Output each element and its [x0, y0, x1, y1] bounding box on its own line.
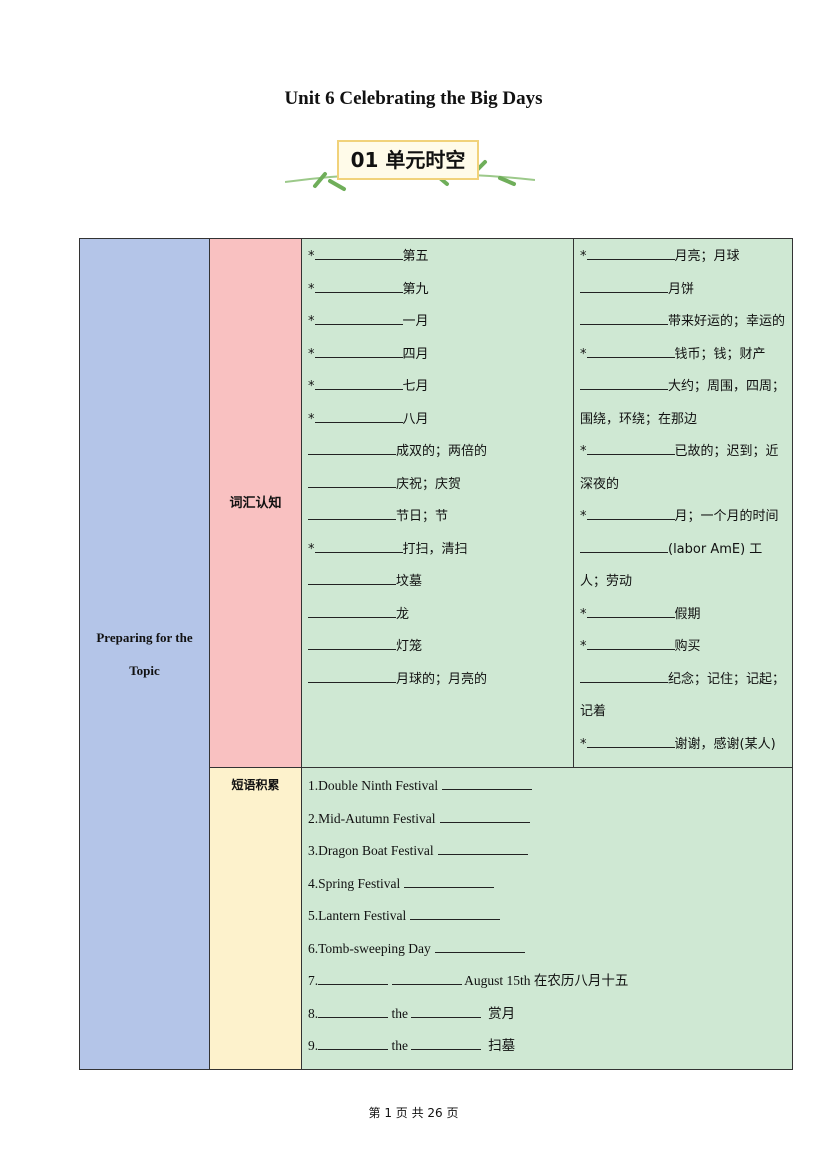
blank[interactable]	[411, 1003, 482, 1018]
vocab-item: 纪念；记住；记起；记着	[580, 664, 786, 729]
phrase-list: 1.Double Ninth Festival 2.Mid-Autumn Fest…	[301, 767, 793, 1070]
blank[interactable]	[580, 375, 668, 390]
phrase-item: 2.Mid-Autumn Festival	[308, 803, 786, 836]
blank[interactable]	[314, 310, 403, 325]
blank[interactable]	[314, 408, 403, 423]
vocab-item: 成双的；两倍的	[308, 436, 567, 469]
vocab-item: * 四月	[308, 339, 567, 372]
vocab-item: 大约；周围，四周；围绕，环绕；在那边	[580, 371, 786, 436]
phrase-item: 6.Tomb-sweeping Day	[308, 933, 786, 966]
blank[interactable]	[391, 970, 462, 985]
blank[interactable]	[410, 905, 501, 920]
blank[interactable]	[411, 1035, 482, 1050]
vocab-item: 月饼	[580, 274, 786, 307]
blank[interactable]	[586, 343, 675, 358]
blank[interactable]	[580, 538, 668, 553]
blank[interactable]	[586, 733, 675, 748]
page-title: Unit 6 Celebrating the Big Days	[284, 88, 543, 109]
blank[interactable]	[580, 668, 668, 683]
vocab-item: * 购买	[580, 631, 786, 664]
blank[interactable]	[580, 310, 668, 325]
blank[interactable]	[586, 603, 675, 618]
blank[interactable]	[434, 938, 525, 953]
phrase-item: 7. August 15th 在农历八月十五	[308, 965, 786, 998]
vocab-item: * 谢谢，感谢(某人)	[580, 729, 786, 762]
blank[interactable]	[586, 440, 675, 455]
blank[interactable]	[586, 245, 675, 260]
vocab-item: * 月亮；月球	[580, 241, 786, 274]
phrase-item: 8. the 赏月	[308, 998, 786, 1031]
phrase-item: 3.Dragon Boat Festival	[308, 835, 786, 868]
blank[interactable]	[437, 840, 528, 855]
vocab-item: * 一月	[308, 306, 567, 339]
vocab-table: Preparing for the Topic 词汇认知 * 第五 * 第九 * 一月 * 四…	[79, 238, 793, 1070]
vocab-item: (labor AmE) 工人；劳动	[580, 534, 786, 599]
vocab-item: 龙	[308, 599, 567, 632]
vocab-item: * 已故的；迟到；近深夜的	[580, 436, 786, 501]
section-banner: 01 单元时空	[285, 136, 535, 198]
blank[interactable]	[308, 603, 396, 618]
vocab-item: 节日；节	[308, 501, 567, 534]
blank[interactable]	[318, 970, 389, 985]
phrase-item: 1.Double Ninth Festival	[308, 770, 786, 803]
section-cell: Preparing for the Topic	[79, 238, 210, 1070]
blank[interactable]	[308, 440, 396, 455]
blank[interactable]	[314, 245, 403, 260]
blank[interactable]	[318, 1003, 389, 1018]
vocab-item: 灯笼	[308, 631, 567, 664]
vocab-item: * 假期	[580, 599, 786, 632]
phrase-item: 4.Spring Festival	[308, 868, 786, 901]
banner-label: 01 单元时空	[337, 140, 479, 180]
blank[interactable]	[308, 570, 396, 585]
blank[interactable]	[586, 505, 675, 520]
vocab-item: * 钱币；钱；财产	[580, 339, 786, 372]
page-footer: 第 1 页 共 26 页	[368, 1106, 459, 1120]
vocab-item: * 打扫，清扫	[308, 534, 567, 567]
vocab-item: 庆祝；庆贺	[308, 469, 567, 502]
blank[interactable]	[314, 278, 403, 293]
blank[interactable]	[314, 538, 403, 553]
phrase-item: 9. the 扫墓	[308, 1030, 786, 1063]
blank[interactable]	[318, 1035, 389, 1050]
phrase-label: 短语积累	[209, 767, 302, 1070]
blank[interactable]	[308, 473, 396, 488]
vocab-item: * 第九	[308, 274, 567, 307]
blank[interactable]	[314, 343, 403, 358]
vocab-left-column: * 第五 * 第九 * 一月 * 四月 * 七月 * 八月 成双的；两倍的 庆祝；庆贺 节日；节 * 打扫，清扫…	[301, 238, 574, 768]
vocab-item: * 七月	[308, 371, 567, 404]
vocab-label: 词汇认知	[209, 238, 302, 768]
vocab-right-column: * 月亮；月球 月饼 带来好运的；幸运的 * 钱币；钱；财产 大约；周围，四周；围绕，环绕；…	[573, 238, 793, 768]
vocab-item: 坟墓	[308, 566, 567, 599]
blank[interactable]	[404, 873, 495, 888]
phrase-item: 5.Lantern Festival	[308, 900, 786, 933]
vocab-item: 带来好运的；幸运的	[580, 306, 786, 339]
vocab-item: 月球的；月亮的	[308, 664, 567, 697]
blank[interactable]	[308, 505, 396, 520]
vocab-item: * 月；一个月的时间	[580, 501, 786, 534]
blank[interactable]	[314, 375, 403, 390]
blank[interactable]	[439, 808, 530, 823]
blank[interactable]	[586, 635, 675, 650]
blank[interactable]	[308, 635, 396, 650]
blank[interactable]	[580, 278, 668, 293]
vocab-item: * 第五	[308, 241, 567, 274]
blank[interactable]	[442, 775, 533, 790]
blank[interactable]	[308, 668, 396, 683]
vocab-item: * 八月	[308, 404, 567, 437]
